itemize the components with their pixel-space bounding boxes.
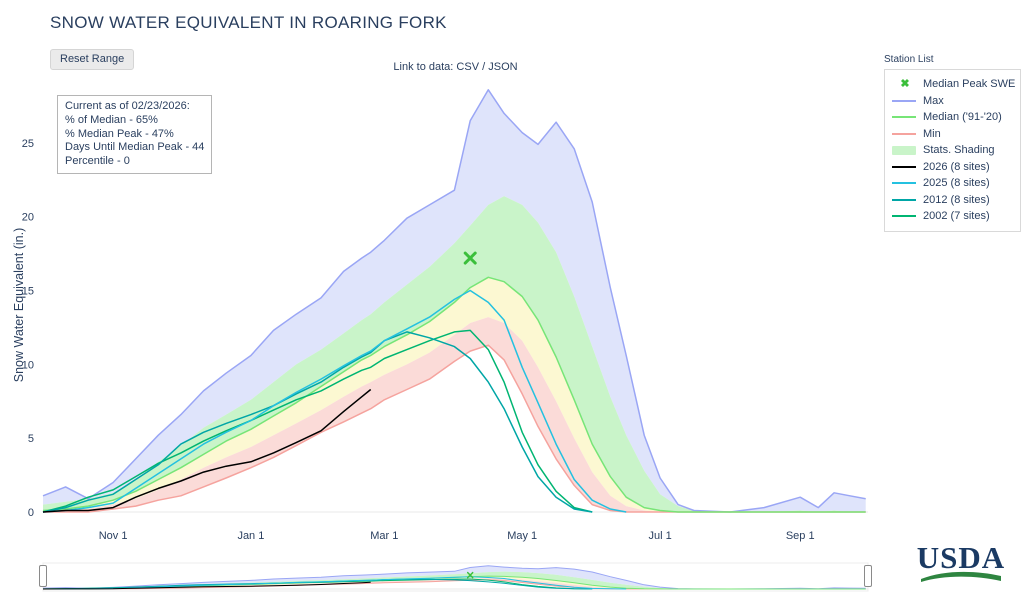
reset-range-button[interactable]: Reset Range bbox=[50, 49, 135, 70]
data-link-separator: / bbox=[482, 61, 489, 73]
legend-item-2026-8-sites[interactable]: 2026 (8 sites) bbox=[892, 159, 1013, 176]
median-peak-marker bbox=[463, 251, 477, 265]
line-swatch-icon bbox=[892, 215, 918, 218]
csv-link[interactable]: CSV bbox=[456, 61, 480, 73]
y-tick-label: 0 bbox=[28, 507, 34, 519]
annotation-box: Current as of 02/23/2026: % of Median - … bbox=[57, 95, 213, 174]
series-line-2002-7-sites- bbox=[42, 329, 593, 513]
annotation-line: % of Median - 65% bbox=[65, 113, 158, 126]
station-list-link[interactable]: Station List bbox=[884, 54, 934, 65]
line-swatch-icon bbox=[892, 132, 918, 135]
legend-label: 2002 (7 sites) bbox=[923, 210, 990, 223]
line-swatch-icon bbox=[892, 99, 918, 102]
series-line-2012-8-sites- bbox=[42, 331, 593, 513]
line-swatch-icon bbox=[892, 198, 918, 201]
annotation-line: Current as of 02/23/2026: bbox=[65, 100, 190, 112]
legend-label: Min bbox=[923, 127, 941, 140]
x-tick-label: Jan 1 bbox=[237, 530, 264, 542]
legend: ✖ Median Peak SWE Max Median ('91-'20) Min St… bbox=[884, 69, 1021, 232]
range-slider-left-handle[interactable] bbox=[39, 565, 47, 587]
legend-item-2025-8-sites[interactable]: 2025 (8 sites) bbox=[892, 175, 1013, 192]
x-tick-label: Nov 1 bbox=[99, 530, 128, 542]
x-tick-label: May 1 bbox=[507, 530, 537, 542]
x-tick-label: Mar 1 bbox=[370, 530, 398, 542]
data-link-prefix: Link to data: bbox=[393, 61, 454, 73]
legend-label: Median Peak SWE bbox=[923, 78, 1016, 91]
y-tick-label: 5 bbox=[28, 433, 34, 445]
range-slider-right-handle[interactable] bbox=[864, 565, 872, 587]
shading-band bbox=[43, 571, 866, 589]
legend-item-median-peak-swe[interactable]: ✖ Median Peak SWE bbox=[892, 76, 1016, 93]
shading-band bbox=[43, 277, 866, 512]
annotation-line: % Median Peak - 47% bbox=[65, 127, 174, 140]
annotation-line: Days Until Median Peak - 44 bbox=[65, 141, 205, 154]
legend-item-min[interactable]: Min bbox=[892, 126, 1013, 143]
usda-logo: USDA bbox=[916, 540, 1006, 582]
legend-item-stats-shading[interactable]: Stats. Shading bbox=[892, 142, 1013, 159]
series-line-2025-8-sites- bbox=[42, 576, 627, 590]
series-line-Median-91-20- bbox=[42, 276, 866, 513]
y-tick-label: 25 bbox=[22, 138, 34, 150]
shading-band bbox=[43, 317, 866, 512]
shading-band bbox=[43, 196, 866, 512]
series-line-2026-8-sites- bbox=[42, 581, 371, 590]
range-slider[interactable] bbox=[8, 562, 876, 592]
x-tick-label: Sep 1 bbox=[786, 530, 815, 542]
line-swatch-icon bbox=[892, 182, 918, 185]
legend-item-max[interactable]: Max bbox=[892, 93, 1013, 110]
y-tick-label: 15 bbox=[22, 286, 34, 298]
legend-label: Max bbox=[923, 94, 944, 107]
x-tick-label: Jul 1 bbox=[648, 530, 671, 542]
page-title: SNOW WATER EQUIVALENT IN ROARING FORK bbox=[50, 13, 447, 32]
y-tick-label: 20 bbox=[22, 212, 34, 224]
legend-label: Median ('91-'20) bbox=[923, 111, 1002, 124]
range-slider-preview bbox=[42, 562, 869, 592]
legend-label: 2026 (8 sites) bbox=[923, 160, 990, 173]
usda-logo-text: USDA bbox=[916, 540, 1006, 575]
data-link-bar: Link to data: CSV / JSON bbox=[43, 61, 868, 73]
legend-label: 2025 (8 sites) bbox=[923, 177, 990, 190]
x-marker-icon: ✖ bbox=[900, 77, 910, 90]
main-plot-area[interactable]: Nov 1 Jan 1 Mar 1 May 1 Jul 1 Sep 1 0 5 10 15 20 25 bbox=[8, 67, 876, 545]
series-line-Max bbox=[42, 89, 866, 513]
annotation-line: Percentile - 0 bbox=[65, 155, 130, 168]
series-line-2026-8-sites- bbox=[42, 388, 372, 513]
median-peak-marker bbox=[466, 571, 474, 579]
legend-item-median-91-20[interactable]: Median ('91-'20) bbox=[892, 109, 1013, 126]
legend-item-2012-8-sites[interactable]: 2012 (8 sites) bbox=[892, 192, 1013, 209]
json-link[interactable]: JSON bbox=[488, 61, 518, 73]
legend-label: Stats. Shading bbox=[923, 144, 995, 157]
line-swatch-icon bbox=[892, 165, 918, 168]
series-line-2025-8-sites- bbox=[42, 289, 627, 513]
legend-label: 2012 (8 sites) bbox=[923, 193, 990, 206]
y-tick-label: 10 bbox=[22, 359, 34, 371]
line-swatch-icon bbox=[892, 116, 918, 119]
legend-item-2002-7-sites[interactable]: 2002 (7 sites) bbox=[892, 208, 1013, 225]
shading-swatch-icon bbox=[892, 145, 918, 155]
usda-swoosh-icon bbox=[921, 571, 1001, 582]
